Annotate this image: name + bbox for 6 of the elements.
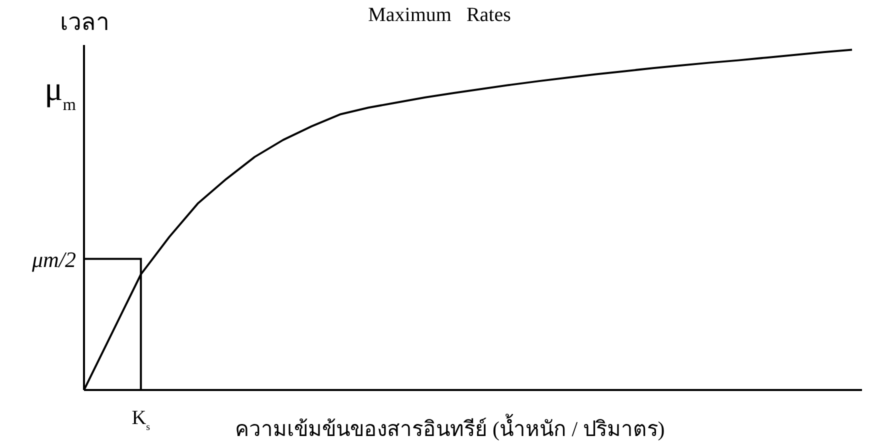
y-axis-title: เวลา — [60, 9, 109, 38]
x-axis-title: ความเข้มข้นของสารอินทรีย์ (น้ำหนัก / ปริมาตร) — [234, 412, 666, 443]
text: μm/2 — [30, 246, 76, 272]
text: K$_{s}$ — [132, 407, 150, 432]
text: μ$_{m}$ — [44, 70, 76, 114]
chart-title: Maximum Rates — [368, 4, 511, 26]
